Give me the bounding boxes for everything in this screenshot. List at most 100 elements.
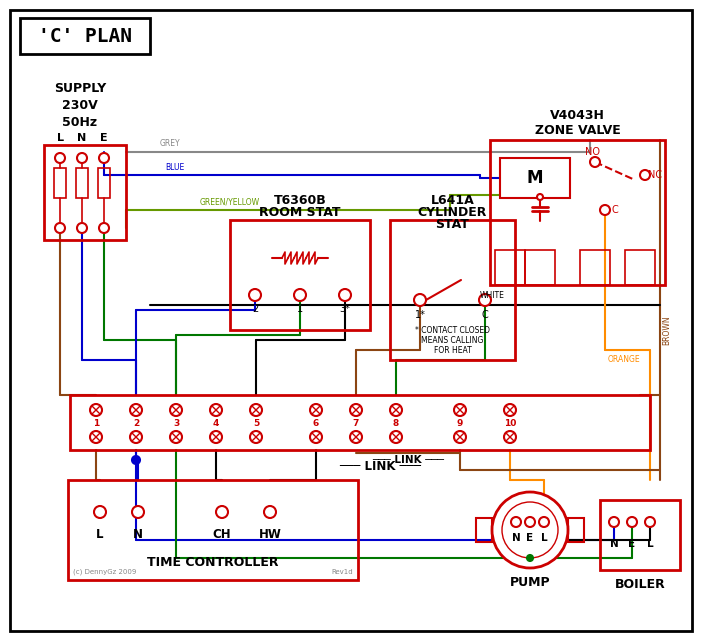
Text: BROWN: BROWN: [662, 315, 671, 345]
Circle shape: [90, 404, 102, 416]
Text: ROOM STAT: ROOM STAT: [259, 206, 340, 219]
Text: C: C: [482, 310, 489, 320]
Text: 'C' PLAN: 'C' PLAN: [38, 26, 132, 46]
Circle shape: [264, 506, 276, 518]
Text: ZONE VALVE: ZONE VALVE: [535, 124, 621, 137]
Circle shape: [339, 289, 351, 301]
Circle shape: [310, 431, 322, 443]
Circle shape: [511, 517, 521, 527]
Text: WHITE: WHITE: [480, 291, 505, 300]
Text: 8: 8: [393, 419, 399, 428]
Circle shape: [90, 431, 102, 443]
Text: ─── LINK ───: ─── LINK ───: [339, 460, 421, 473]
Bar: [625, 250, 655, 285]
Bar: [68, 480, 358, 580]
Text: 5: 5: [253, 419, 259, 428]
Text: L641A: L641A: [430, 194, 475, 206]
Circle shape: [645, 517, 655, 527]
Text: 6: 6: [313, 419, 319, 428]
Circle shape: [454, 431, 466, 443]
Circle shape: [249, 289, 261, 301]
Circle shape: [504, 431, 516, 443]
Text: 7: 7: [353, 419, 359, 428]
Circle shape: [454, 404, 466, 416]
Circle shape: [414, 294, 426, 306]
Text: ─── LINK ───: ─── LINK ───: [372, 455, 444, 465]
Text: CYLINDER: CYLINDER: [418, 206, 487, 219]
Circle shape: [132, 456, 140, 464]
Circle shape: [55, 223, 65, 233]
Bar: [568, 518, 584, 542]
Text: 1: 1: [297, 304, 303, 314]
Text: 1: 1: [93, 419, 99, 428]
Text: 9: 9: [457, 419, 463, 428]
Text: ORANGE: ORANGE: [608, 355, 641, 364]
Text: GREEN/YELLOW: GREEN/YELLOW: [200, 197, 260, 206]
Circle shape: [525, 517, 535, 527]
Text: 3*: 3*: [340, 304, 350, 314]
Circle shape: [310, 404, 322, 416]
Text: L: L: [647, 539, 654, 549]
Text: M: M: [526, 169, 543, 187]
Text: NO: NO: [585, 147, 600, 157]
Circle shape: [294, 289, 306, 301]
Bar: [600, 500, 680, 570]
Text: (c) DennyGz 2009: (c) DennyGz 2009: [73, 569, 136, 575]
Bar: [44, 145, 126, 240]
Text: N: N: [512, 533, 520, 543]
Circle shape: [537, 194, 543, 200]
Circle shape: [77, 223, 87, 233]
Circle shape: [390, 404, 402, 416]
Circle shape: [390, 431, 402, 443]
Text: N: N: [609, 539, 618, 549]
Text: * CONTACT CLOSED: * CONTACT CLOSED: [415, 326, 490, 335]
Text: L: L: [541, 533, 548, 543]
Bar: [76, 168, 88, 198]
Circle shape: [350, 404, 362, 416]
Text: V4043H: V4043H: [550, 108, 605, 122]
Bar: [98, 168, 110, 198]
Text: T6360B: T6360B: [274, 194, 326, 206]
Bar: [495, 250, 525, 285]
Circle shape: [504, 404, 516, 416]
Circle shape: [55, 153, 65, 163]
Circle shape: [130, 431, 142, 443]
Text: C: C: [611, 205, 618, 215]
Text: E: E: [526, 533, 534, 543]
Circle shape: [502, 502, 558, 558]
Text: 2: 2: [252, 304, 258, 314]
Circle shape: [590, 157, 600, 167]
Bar: [525, 250, 555, 285]
Circle shape: [492, 492, 568, 568]
Circle shape: [527, 555, 533, 561]
Text: GREY: GREY: [160, 139, 180, 148]
Circle shape: [479, 294, 491, 306]
Text: SUPPLY
230V
50Hz: SUPPLY 230V 50Hz: [54, 81, 106, 128]
Circle shape: [600, 205, 610, 215]
Circle shape: [94, 506, 106, 518]
Bar: [20, 18, 150, 54]
Circle shape: [132, 506, 144, 518]
Circle shape: [130, 404, 142, 416]
Bar: [230, 220, 370, 330]
Circle shape: [539, 517, 549, 527]
Text: BLUE: BLUE: [165, 163, 184, 172]
Text: N: N: [77, 133, 86, 143]
Text: 3: 3: [173, 419, 179, 428]
Text: PUMP: PUMP: [510, 576, 550, 588]
Text: CH: CH: [213, 528, 232, 542]
Bar: [476, 518, 492, 542]
Circle shape: [210, 404, 222, 416]
Bar: [390, 220, 515, 360]
Circle shape: [609, 517, 619, 527]
Circle shape: [77, 153, 87, 163]
Circle shape: [170, 431, 182, 443]
Text: 2: 2: [133, 419, 139, 428]
Text: NC: NC: [648, 170, 662, 180]
Text: E: E: [100, 133, 108, 143]
Bar: [70, 395, 650, 450]
Bar: [500, 158, 570, 198]
Text: 4: 4: [213, 419, 219, 428]
Bar: [54, 168, 66, 198]
Bar: [490, 140, 665, 285]
